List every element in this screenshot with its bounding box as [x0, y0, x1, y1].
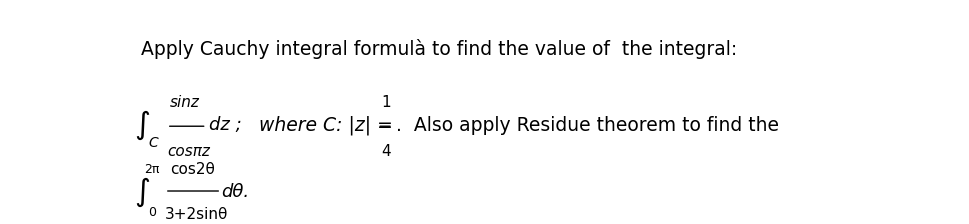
- Text: cos2θ: cos2θ: [170, 162, 214, 177]
- Text: 2π: 2π: [144, 163, 160, 176]
- Text: ∫: ∫: [134, 177, 149, 207]
- Text: sinz: sinz: [170, 95, 200, 110]
- Text: 4: 4: [381, 144, 391, 159]
- Text: dz ;: dz ;: [208, 116, 241, 134]
- Text: dθ.: dθ.: [221, 183, 249, 201]
- Text: 1: 1: [381, 95, 391, 110]
- Text: C: C: [148, 136, 158, 150]
- Text: 0: 0: [148, 206, 156, 219]
- Text: Apply Cauchy integral formulà to find the value of  the integral:: Apply Cauchy integral formulà to find th…: [141, 39, 736, 59]
- Text: cosπz: cosπz: [167, 144, 209, 159]
- Text: ∫: ∫: [134, 110, 149, 140]
- Text: .  Also apply Residue theorem to find the: . Also apply Residue theorem to find the: [395, 116, 778, 135]
- Text: where C: |z| =: where C: |z| =: [259, 115, 392, 135]
- Text: 3+2sinθ: 3+2sinθ: [165, 207, 228, 222]
